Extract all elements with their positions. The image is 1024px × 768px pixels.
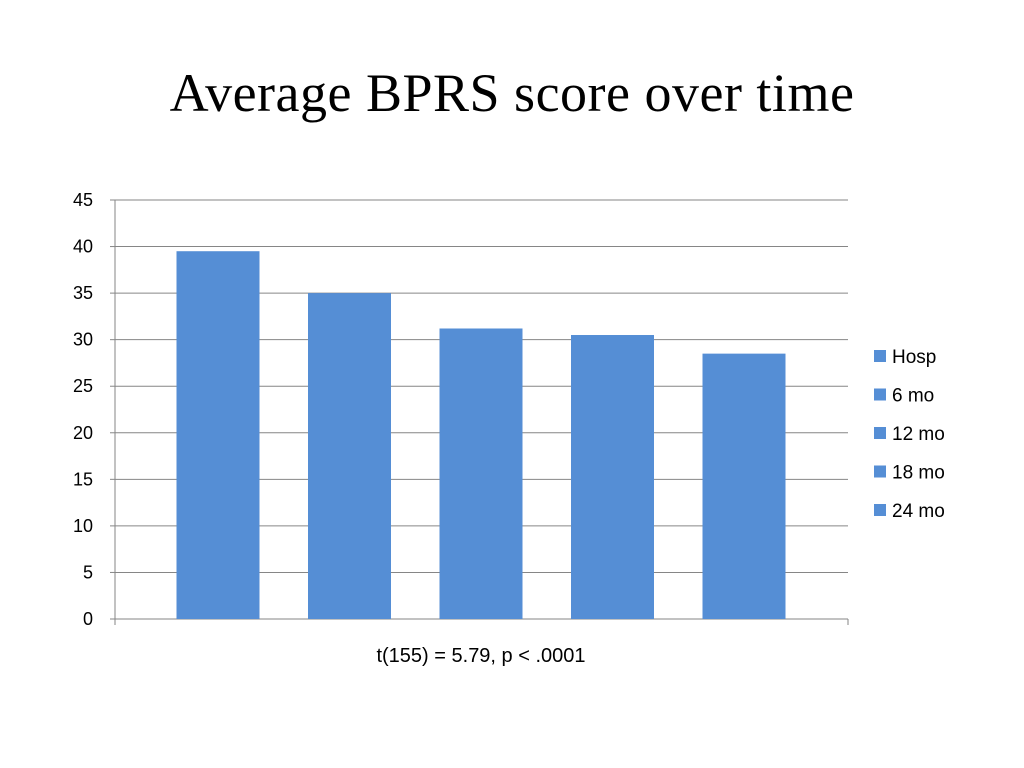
bar-18-mo bbox=[571, 335, 654, 619]
statistics-footnote: t(155) = 5.79, p < .0001 bbox=[376, 645, 586, 667]
bar-24-mo bbox=[702, 353, 786, 619]
legend-item: 24 mo bbox=[874, 501, 945, 522]
legend-label: Hosp bbox=[892, 347, 936, 368]
y-tick-label: 40 bbox=[73, 237, 93, 257]
legend-label: 6 mo bbox=[892, 386, 934, 407]
legend-swatch bbox=[874, 465, 886, 478]
y-tick-label: 10 bbox=[73, 516, 93, 536]
legend: Hosp 6 mo 12 mo 18 mo 24 mo bbox=[874, 347, 945, 522]
legend-swatch bbox=[874, 388, 886, 401]
bars bbox=[176, 251, 786, 619]
legend-item: 12 mo bbox=[874, 424, 945, 445]
slide-title: Average BPRS score over time bbox=[169, 63, 855, 123]
y-tick-label: 5 bbox=[83, 562, 93, 582]
y-tick-label: 25 bbox=[73, 376, 93, 396]
legend-swatch bbox=[874, 504, 886, 516]
bar-6-mo bbox=[308, 293, 391, 619]
y-tick-label: 0 bbox=[83, 609, 93, 629]
legend-swatch bbox=[874, 427, 886, 439]
legend-label: 12 mo bbox=[892, 424, 945, 445]
legend-label: 18 mo bbox=[892, 463, 945, 484]
y-tick-label: 45 bbox=[73, 190, 93, 210]
y-tick-label: 30 bbox=[73, 330, 93, 350]
bar-12-mo bbox=[439, 328, 523, 619]
legend-swatch bbox=[874, 350, 886, 362]
legend-item: 6 mo bbox=[874, 386, 934, 407]
y-tick-labels: 0 5 10 15 20 25 30 35 40 45 bbox=[73, 190, 93, 629]
y-tick-label: 20 bbox=[73, 423, 93, 443]
legend-item: Hosp bbox=[874, 347, 936, 368]
bar-hosp bbox=[176, 251, 260, 619]
legend-label: 24 mo bbox=[892, 501, 945, 522]
y-tick-label: 15 bbox=[73, 469, 93, 489]
legend-item: 18 mo bbox=[874, 463, 945, 484]
y-tick-label: 35 bbox=[73, 283, 93, 303]
